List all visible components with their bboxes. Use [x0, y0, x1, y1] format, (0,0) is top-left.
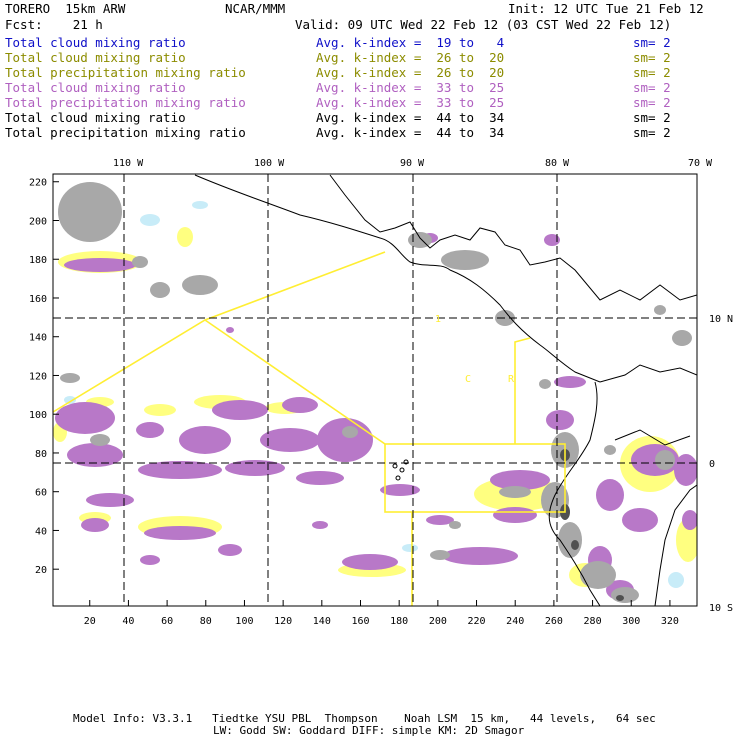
center-name: NCAR/MMM	[225, 1, 286, 16]
gray-cloud-shading	[58, 182, 692, 603]
legend-sm-2: sm= 2	[633, 50, 671, 65]
legend-field-6: Total cloud mixing ratio	[5, 110, 186, 125]
legend-field-4: Total cloud mixing ratio	[5, 80, 186, 95]
lightblue-cloud-shading	[64, 201, 684, 588]
x-tick-label: 200	[429, 616, 447, 627]
x-tick-label: 20	[84, 616, 96, 627]
track-markers: 1 C R	[435, 314, 515, 385]
model-title: TORERO 15km ARW	[5, 1, 126, 16]
model-info-line1: Model Info: V3.3.1 Tiedtke YSU PBL Thomp…	[73, 712, 656, 725]
x-tick-label: 260	[545, 616, 563, 627]
x-tick-label: 60	[161, 616, 173, 627]
y-tick-label: 20	[35, 565, 47, 576]
legend-index-5: Avg. k-index = 33 to 25	[316, 95, 505, 110]
legend-index-2: Avg. k-index = 26 to 20	[316, 50, 505, 65]
plot-area: 1 C R	[53, 174, 697, 606]
legend-index-4: Avg. k-index = 33 to 25	[316, 80, 505, 95]
lon-label-100w: 100 W	[254, 158, 285, 169]
x-tick-label: 120	[274, 616, 292, 627]
x-tick-label: 160	[351, 616, 369, 627]
init-time: Init: 12 UTC Tue 21 Feb 12	[508, 1, 704, 16]
model-info-line2: LW: Godd SW: Goddard DIFF: simple KM: 2D…	[213, 724, 525, 737]
legend-sm-1: sm= 2	[633, 35, 671, 50]
lon-label-80w: 80 W	[545, 158, 570, 169]
lon-label-90w: 90 W	[400, 158, 425, 169]
y-tick-label: 120	[29, 371, 47, 382]
y-tick-label: 100	[29, 410, 47, 421]
x-tick-label: 280	[584, 616, 602, 627]
marker-c: C	[465, 374, 471, 385]
y-tick-label: 40	[35, 526, 47, 537]
x-tick-label: 320	[661, 616, 679, 627]
longitude-labels: 110 W 100 W 90 W 80 W 70 W	[113, 158, 713, 169]
legend-field-2: Total cloud mixing ratio	[5, 50, 186, 65]
legend-sm-7: sm= 2	[633, 125, 671, 140]
y-tick-label: 180	[29, 255, 47, 266]
y-tick-label: 80	[35, 449, 47, 460]
legend-sm-5: sm= 2	[633, 95, 671, 110]
legend-field-7: Total precipitation mixing ratio	[5, 125, 246, 140]
y-tick-label: 200	[29, 216, 47, 227]
legend-field-5: Total precipitation mixing ratio	[5, 95, 246, 110]
legend-field-1: Total cloud mixing ratio	[5, 35, 186, 50]
marker-1: 1	[435, 314, 441, 325]
marker-r: R	[508, 374, 515, 385]
y-tick-label: 60	[35, 488, 47, 499]
coastlines	[194, 174, 697, 606]
y-tick-label: 160	[29, 294, 47, 305]
y-tick-label: 140	[29, 333, 47, 344]
forecast-hour: Fcst: 21 h	[5, 17, 103, 32]
x-tick-label: 140	[313, 616, 331, 627]
y-axis-ticks: 220 200 180 160 140 120 100 80 60 40 20	[29, 178, 59, 576]
legend-sm-6: sm= 2	[633, 110, 671, 125]
lat-label-0: 0	[709, 459, 715, 470]
legend-sm-4: sm= 2	[633, 80, 671, 95]
legend-index-3: Avg. k-index = 26 to 20	[316, 65, 505, 80]
x-tick-label: 300	[622, 616, 640, 627]
x-tick-label: 240	[506, 616, 524, 627]
latlon-grid	[53, 174, 697, 606]
plot-frame	[52, 173, 698, 607]
legend-sm-3: sm= 2	[633, 65, 671, 80]
y-tick-label: 220	[29, 178, 47, 189]
lon-label-110w: 110 W	[113, 158, 144, 169]
x-tick-label: 40	[122, 616, 134, 627]
x-tick-label: 220	[468, 616, 486, 627]
x-axis-ticks: 20 40 60 80 100 120 140 160 180 200 220 240 260 280 30…	[84, 600, 679, 627]
x-tick-label: 180	[390, 616, 408, 627]
valid-time: Valid: 09 UTC Wed 22 Feb 12 (03 CST Wed …	[295, 17, 672, 32]
lon-label-70w: 70 W	[688, 158, 713, 169]
legend-field-3: Total precipitation mixing ratio	[5, 65, 246, 80]
x-tick-label: 80	[200, 616, 212, 627]
legend-index-1: Avg. k-index = 19 to 4	[316, 35, 505, 50]
legend-index-6: Avg. k-index = 44 to 34	[316, 110, 505, 125]
lat-label-10n: 10 N	[709, 314, 733, 325]
x-tick-label: 100	[235, 616, 253, 627]
legend-index-7: Avg. k-index = 44 to 34	[316, 125, 505, 140]
latitude-labels: 10 N 0 10 S	[709, 314, 733, 614]
lat-label-10s: 10 S	[709, 603, 733, 614]
domain-outlines	[53, 251, 566, 606]
